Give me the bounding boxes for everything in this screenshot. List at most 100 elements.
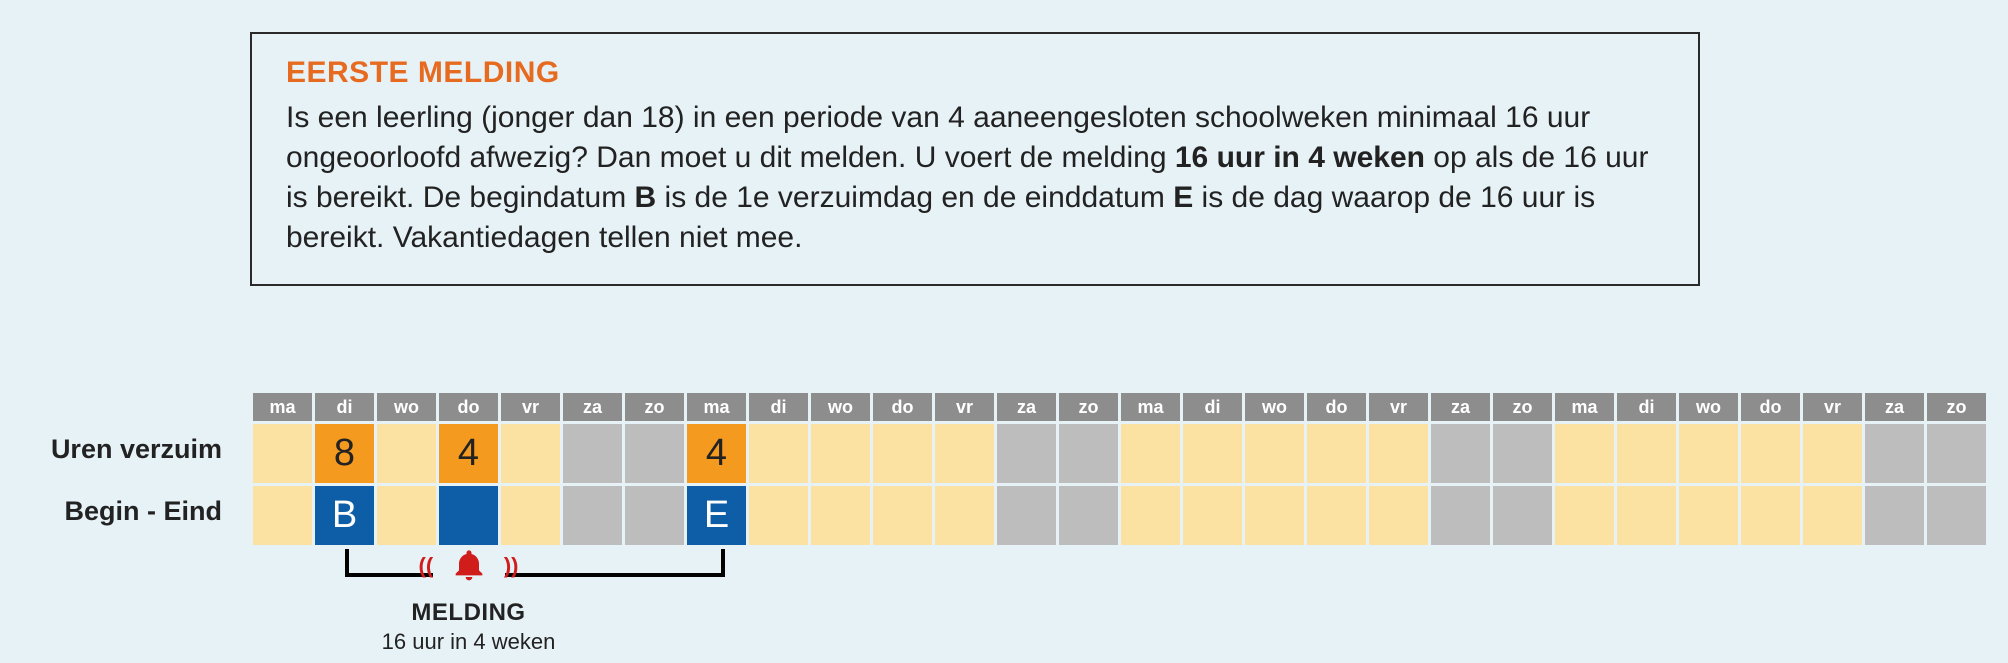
day-header: ma bbox=[1555, 393, 1614, 421]
mark-cell bbox=[1493, 486, 1552, 545]
day-header: di bbox=[1617, 393, 1676, 421]
row-label-marks: Begin - Eind bbox=[20, 480, 240, 542]
row-label-spacer bbox=[20, 390, 240, 418]
day-header: di bbox=[315, 393, 374, 421]
hours-cell bbox=[1245, 424, 1304, 483]
mark-cell bbox=[1369, 486, 1428, 545]
mark-cell bbox=[1555, 486, 1614, 545]
mark-cell bbox=[1307, 486, 1366, 545]
mark-cell bbox=[1245, 486, 1304, 545]
bell-icon bbox=[449, 554, 489, 596]
bracket-label: MELDING 16 uur in 4 weken bbox=[309, 599, 629, 655]
mark-cell bbox=[563, 486, 622, 545]
hours-cell bbox=[1493, 424, 1552, 483]
hours-cell bbox=[997, 424, 1056, 483]
mark-cell bbox=[873, 486, 932, 545]
mark-cell bbox=[811, 486, 870, 545]
row-labels: Uren verzuim Begin - Eind bbox=[20, 390, 240, 542]
page: EERSTE MELDING Is een leerling (jonger d… bbox=[0, 0, 2008, 663]
info-body: Is een leerling (jonger dan 18) in een p… bbox=[286, 98, 1664, 258]
row-label-hours: Uren verzuim bbox=[20, 418, 240, 480]
calendar-header-row: madiwodovrzazomadiwodovrzazomadiwodovrza… bbox=[253, 393, 1986, 421]
day-header: ma bbox=[253, 393, 312, 421]
day-header: do bbox=[1307, 393, 1366, 421]
mark-cell bbox=[1183, 486, 1242, 545]
day-header: di bbox=[1183, 393, 1242, 421]
hours-cell bbox=[501, 424, 560, 483]
mark-cell bbox=[749, 486, 808, 545]
mark-cell: E bbox=[687, 486, 746, 545]
day-header: za bbox=[1865, 393, 1924, 421]
hours-cell: 4 bbox=[687, 424, 746, 483]
calendar-table: madiwodovrzazomadiwodovrzazomadiwodovrza… bbox=[250, 390, 1989, 548]
day-header: wo bbox=[1679, 393, 1738, 421]
day-header: wo bbox=[377, 393, 436, 421]
hours-cell bbox=[1617, 424, 1676, 483]
hours-cell bbox=[625, 424, 684, 483]
day-header: za bbox=[1431, 393, 1490, 421]
hours-cell: 8 bbox=[315, 424, 374, 483]
hours-cell bbox=[1183, 424, 1242, 483]
info-box: EERSTE MELDING Is een leerling (jonger d… bbox=[250, 32, 1700, 286]
day-header: za bbox=[997, 393, 1056, 421]
hours-cell bbox=[1803, 424, 1862, 483]
hours-cell bbox=[1741, 424, 1800, 483]
day-header: do bbox=[439, 393, 498, 421]
hours-cell bbox=[1431, 424, 1490, 483]
day-header: wo bbox=[811, 393, 870, 421]
mark-cell bbox=[377, 486, 436, 545]
calendar-row-hours: 8 4 4 bbox=[253, 424, 1986, 483]
hours-cell bbox=[253, 424, 312, 483]
mark-cell bbox=[501, 486, 560, 545]
day-header: zo bbox=[1927, 393, 1986, 421]
hours-cell bbox=[1865, 424, 1924, 483]
mark-cell bbox=[1679, 486, 1738, 545]
mark-cell bbox=[439, 486, 498, 545]
mark-cell: B bbox=[315, 486, 374, 545]
day-header: ma bbox=[1121, 393, 1180, 421]
day-header: za bbox=[563, 393, 622, 421]
day-header: vr bbox=[501, 393, 560, 421]
day-header: vr bbox=[935, 393, 994, 421]
bell-ray-left: (( bbox=[419, 553, 434, 579]
mark-cell bbox=[1927, 486, 1986, 545]
hours-cell bbox=[1679, 424, 1738, 483]
mark-cell bbox=[1617, 486, 1676, 545]
hours-cell bbox=[1927, 424, 1986, 483]
hours-cell: 4 bbox=[439, 424, 498, 483]
info-title: EERSTE MELDING bbox=[286, 56, 1664, 90]
day-header: vr bbox=[1369, 393, 1428, 421]
hours-cell bbox=[1059, 424, 1118, 483]
bell-wrap: (( )) bbox=[433, 547, 505, 594]
bracket-label-line1: MELDING bbox=[309, 599, 629, 627]
mark-cell bbox=[625, 486, 684, 545]
hours-cell bbox=[1307, 424, 1366, 483]
bell-ray-right: )) bbox=[504, 553, 519, 579]
hours-cell bbox=[1121, 424, 1180, 483]
hours-cell bbox=[873, 424, 932, 483]
hours-cell bbox=[1555, 424, 1614, 483]
mark-cell bbox=[1121, 486, 1180, 545]
hours-cell bbox=[377, 424, 436, 483]
mark-cell bbox=[253, 486, 312, 545]
day-header: di bbox=[749, 393, 808, 421]
mark-cell bbox=[1865, 486, 1924, 545]
mark-cell bbox=[1741, 486, 1800, 545]
hours-cell bbox=[935, 424, 994, 483]
calendar: madiwodovrzazomadiwodovrzazomadiwodovrza… bbox=[250, 390, 1989, 548]
mark-cell bbox=[997, 486, 1056, 545]
hours-cell bbox=[749, 424, 808, 483]
mark-cell bbox=[935, 486, 994, 545]
hours-cell bbox=[1369, 424, 1428, 483]
day-header: zo bbox=[625, 393, 684, 421]
hours-cell bbox=[811, 424, 870, 483]
day-header: ma bbox=[687, 393, 746, 421]
hours-cell bbox=[563, 424, 622, 483]
day-header: do bbox=[873, 393, 932, 421]
mark-cell bbox=[1059, 486, 1118, 545]
day-header: zo bbox=[1493, 393, 1552, 421]
day-header: zo bbox=[1059, 393, 1118, 421]
day-header: vr bbox=[1803, 393, 1862, 421]
mark-cell bbox=[1803, 486, 1862, 545]
calendar-row-marks: BE bbox=[253, 486, 1986, 545]
